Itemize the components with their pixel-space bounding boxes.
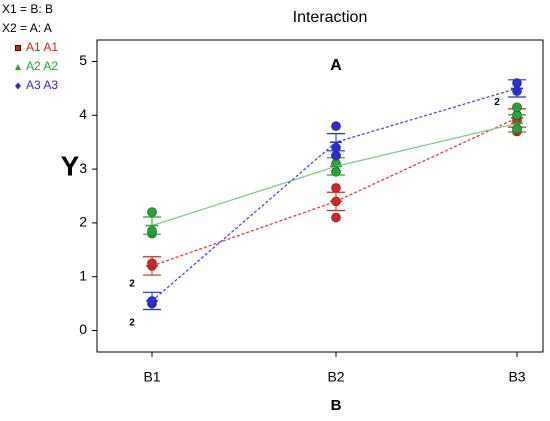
chart-title: Interaction — [293, 9, 368, 26]
y-tick-label: 2 — [79, 214, 87, 230]
y-axis-label: Y — [61, 150, 80, 181]
observation-point — [512, 102, 522, 113]
replicate-label: 2 — [494, 97, 500, 108]
legend-marker — [15, 82, 21, 90]
observation-point — [331, 212, 341, 223]
replicate-label: 2 — [129, 279, 135, 290]
x-tick-label: B2 — [327, 369, 344, 385]
series-line — [151, 87, 518, 302]
x-tick-label: B1 — [143, 369, 160, 385]
observation-point — [331, 150, 341, 161]
legend-label: A3 A3 — [26, 78, 58, 92]
legend-header: X1 = B: B — [2, 2, 53, 16]
observation-point — [331, 121, 341, 131]
y-tick-label: 0 — [79, 321, 87, 337]
legend-marker — [15, 64, 21, 70]
y-tick-label: 4 — [79, 106, 87, 122]
y-tick-label: 5 — [79, 52, 87, 68]
legend-label: A1 A1 — [26, 40, 58, 54]
series-line — [151, 117, 518, 267]
y-tick-label: 1 — [79, 267, 87, 283]
legend-label: A2 A2 — [26, 59, 58, 73]
x-tick-label: B3 — [508, 369, 525, 385]
legend-header: X2 = A: A — [2, 21, 52, 35]
observation-point — [147, 207, 157, 217]
legend-marker — [15, 45, 21, 51]
replicate-label: 2 — [129, 318, 135, 329]
plot-frame — [96, 39, 544, 353]
y-tick-label: 3 — [79, 160, 87, 176]
annotation: A — [330, 57, 342, 74]
observation-point — [331, 183, 341, 193]
x-axis-label: B — [331, 397, 342, 414]
